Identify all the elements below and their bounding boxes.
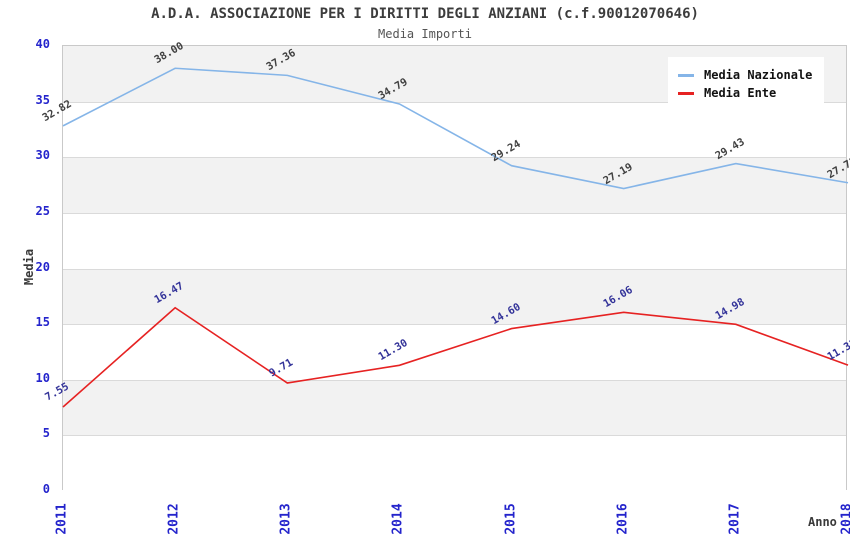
legend-swatch — [678, 73, 694, 77]
plot-area: 32.82 38.00 37.36 34.79 29.24 27.19 29.43 27.71… — [40, 40, 850, 491]
plot-band — [63, 324, 846, 380]
x-tick-label: 2013 — [278, 503, 294, 535]
legend: Media Nazionale Media Ente — [668, 57, 825, 111]
y-tick-label: 25 — [35, 203, 50, 218]
y-tick-label: 15 — [35, 315, 50, 330]
plot-band — [63, 157, 846, 213]
chart-subtitle: Media Importi — [378, 27, 472, 41]
x-tick-label: 2015 — [503, 503, 519, 535]
legend-swatch — [678, 91, 694, 95]
plot-band — [63, 379, 846, 436]
x-tick-label: 2017 — [727, 503, 743, 535]
legend-label: Media Nazionale — [704, 68, 813, 82]
series-line-media-ente — [62, 306, 849, 408]
y-tick-label: 40 — [35, 37, 50, 51]
plot-band — [63, 435, 846, 491]
x-tick-label: 2012 — [166, 503, 182, 535]
y-tick-label: 30 — [35, 148, 50, 163]
x-tick-label: 2014 — [390, 503, 406, 535]
x-tick-label: 2018 — [839, 503, 850, 535]
y-tick-label: 20 — [35, 259, 50, 274]
plot-band — [63, 268, 846, 325]
legend-label: Media Ente — [704, 86, 777, 100]
y-tick-label: 5 — [42, 426, 50, 441]
gridline — [63, 212, 846, 214]
y-tick-label: 10 — [35, 370, 50, 385]
x-tick-label: 2016 — [615, 503, 631, 535]
gridline — [63, 435, 846, 437]
chart-title: A.D.A. ASSOCIAZIONE PER I DIRITTI DEGLI … — [151, 6, 699, 22]
x-tick-label: 2011 — [54, 503, 70, 535]
series-line-media-nazionale — [62, 67, 849, 190]
gridline — [63, 324, 846, 326]
gridline — [63, 157, 846, 159]
y-tick-label: 35 — [35, 92, 50, 107]
y-tick-label: 0 — [42, 482, 50, 496]
plot-band — [63, 212, 846, 269]
gridline — [63, 268, 846, 270]
legend-item: Media Nazionale — [678, 68, 812, 82]
legend-item: Media Ente — [678, 86, 812, 100]
series-lines — [62, 67, 849, 408]
x-axis-title: Anno — [808, 515, 837, 529]
gridline — [63, 101, 846, 103]
gridline — [63, 379, 846, 381]
